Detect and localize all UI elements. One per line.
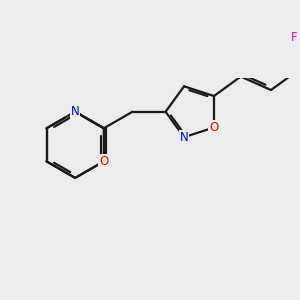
Text: O: O [99, 155, 109, 168]
Text: N: N [71, 105, 80, 118]
Text: N: N [180, 131, 188, 144]
Text: O: O [209, 121, 219, 134]
Text: F: F [291, 31, 298, 44]
